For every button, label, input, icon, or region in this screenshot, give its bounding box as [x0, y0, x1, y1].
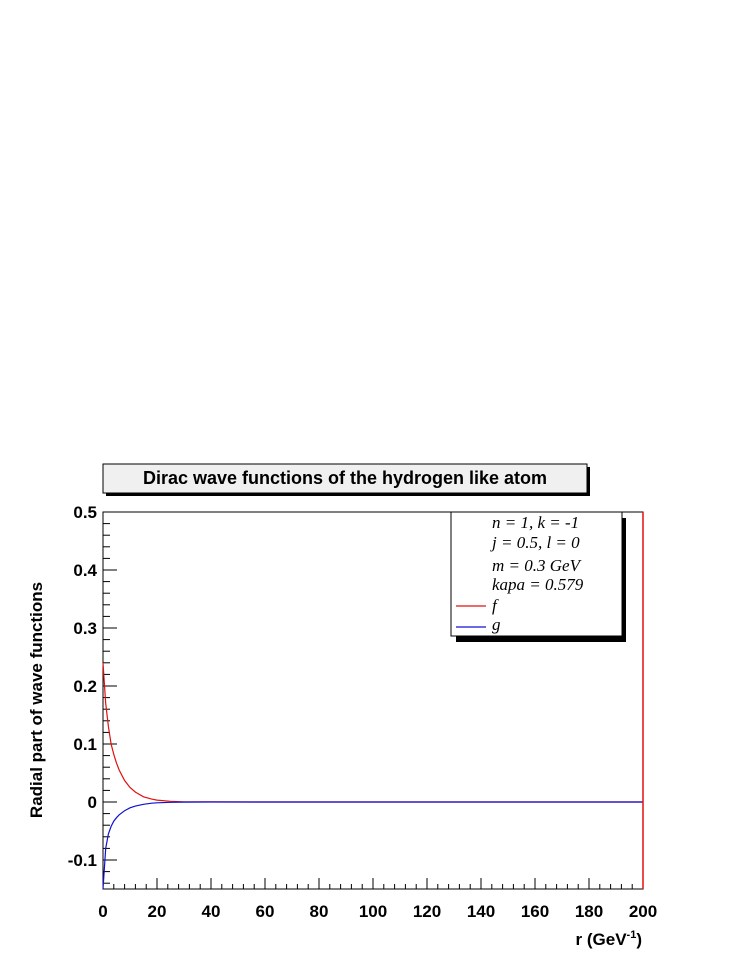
title-box-frame	[102, 463, 588, 494]
x-tick-label: 20	[148, 902, 167, 921]
y-axis-tick-labels: -0.1 0 0.1 0.2 0.3 0.4 0.5	[68, 503, 98, 870]
y-tick-label: 0.1	[73, 735, 97, 754]
x-tick-label: 100	[359, 902, 387, 921]
legend-info-2: j = 0.5, l = 0	[490, 533, 580, 552]
y-tick-label: -0.1	[68, 851, 97, 870]
x-tick-label: 40	[202, 902, 221, 921]
title-box: Dirac wave functions of the hydrogen lik…	[102, 463, 590, 496]
legend-g-label: g	[492, 615, 501, 634]
y-axis-label: Radial part of wave functions	[27, 582, 46, 818]
legend-info-3: m = 0.3 GeV	[492, 556, 583, 575]
x-tick-label: 60	[256, 902, 275, 921]
x-tick-label: 0	[98, 902, 107, 921]
x-axis-label: r (GeV-1)	[576, 929, 642, 949]
legend-f-label: f	[492, 596, 499, 615]
y-tick-label: 0.2	[73, 677, 97, 696]
x-axis-tick-labels: 0 20 40 60 80 100 120 140 160 180 200	[98, 902, 657, 921]
y-tick-label: 0	[88, 793, 97, 812]
x-axis-label-close: )	[636, 930, 642, 949]
x-axis-ticks	[102, 878, 644, 889]
series-lines	[102, 662, 643, 890]
legend: n = 1, k = -1 j = 0.5, l = 0 m = 0.3 GeV…	[450, 511, 626, 642]
x-tick-label: 80	[310, 902, 329, 921]
x-tick-label: 180	[575, 902, 603, 921]
series-line-g	[102, 801, 643, 890]
legend-info-4: kapa = 0.579	[492, 575, 584, 594]
y-axis-ticks	[103, 511, 117, 884]
y-tick-label: 0.5	[73, 503, 97, 522]
x-tick-label: 160	[521, 902, 549, 921]
y-tick-label: 0.3	[73, 619, 97, 638]
x-axis-label-main: r (GeV	[576, 930, 628, 949]
legend-info-1: n = 1, k = -1	[492, 513, 579, 532]
x-tick-label: 140	[467, 902, 495, 921]
legend-frame	[450, 511, 623, 637]
x-tick-label: 120	[413, 902, 441, 921]
x-axis-label-superscript: -1	[627, 929, 637, 941]
y-tick-label: 0.4	[73, 561, 97, 580]
series-line-f	[102, 662, 643, 803]
x-tick-label: 200	[629, 902, 657, 921]
chart-title: Dirac wave functions of the hydrogen lik…	[143, 468, 547, 488]
